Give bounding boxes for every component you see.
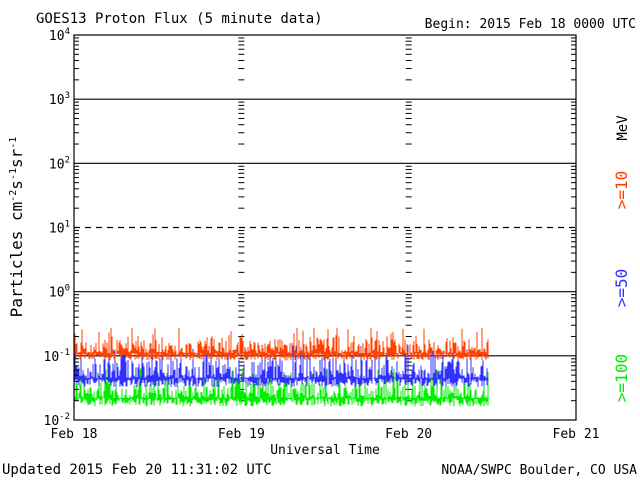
y-axis-label: Particles cm-2s-1sr-1	[7, 137, 26, 318]
y-tick-label: 102	[49, 155, 70, 172]
updated-timestamp: Updated 2015 Feb 20 11:31:02 UTC	[2, 462, 272, 478]
y-tick-label: 10-1	[44, 348, 71, 365]
plot-frame	[73, 34, 577, 421]
x-tick-label: Feb 19	[218, 427, 265, 442]
series-layer	[74, 327, 489, 407]
begin-label: Begin: 2015 Feb 18 0000 UTC	[425, 17, 636, 32]
x-tick-label: Feb 20	[385, 427, 432, 442]
y-tick-label: 103	[49, 91, 70, 108]
legend-ge50: >=50	[612, 269, 631, 308]
y-tick-label: 10-2	[44, 412, 71, 429]
legend-ge10: >=10	[612, 171, 631, 210]
x-tick-label: Feb 18	[51, 427, 98, 442]
legend-ge100: >=100	[612, 354, 631, 402]
x-axis-label: Universal Time	[270, 443, 380, 458]
chart-title: GOES13 Proton Flux (5 minute data)	[36, 11, 323, 27]
x-tick-label: Feb 21	[553, 427, 600, 442]
y-tick-label: 104	[49, 27, 70, 44]
credit-label: NOAA/SWPC Boulder, CO USA	[441, 463, 637, 478]
legend-unit: MeV	[615, 115, 631, 141]
y-tick-label: 101	[49, 220, 70, 237]
series-ge100	[74, 367, 489, 407]
series-ge10	[74, 327, 489, 361]
y-tick-label: 100	[49, 284, 70, 301]
grid	[74, 37, 576, 402]
axes: 10-2 10-1 100 101 102 103 104 Feb 18 Feb 19 Feb 2…	[44, 27, 600, 442]
